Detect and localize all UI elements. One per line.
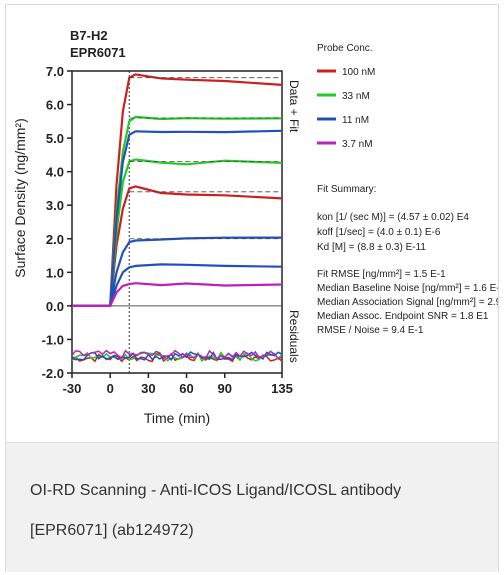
series-line <box>72 73 283 307</box>
y-tick-label: 4.0 <box>46 165 64 180</box>
stat-baseline-noise: Median Baseline Noise [ng/mm²] = 1.6 E-1 <box>317 283 498 294</box>
figure-card: B7-H2 EPR6071 Surface Density (ng/mm²) T… <box>5 4 499 572</box>
y-tick-label: 2.0 <box>46 232 64 247</box>
stat-fit-rmse: Fit RMSE [ng/mm²] = 1.5 E-1 <box>317 269 446 280</box>
y-tick-label: 0.0 <box>46 299 64 314</box>
plot-frame <box>71 70 283 374</box>
legend-entry: 33 nM <box>342 91 370 102</box>
series-line <box>72 263 283 307</box>
plot-area <box>71 70 283 374</box>
y-tick-label: 5.0 <box>46 131 64 146</box>
axis-ticks: 7.0 6.0 5.0 4.0 3.0 2.0 1.0 0.0 -1.0 -2.0-30 0 30 60… <box>42 64 293 396</box>
caption-line-1: OI-RD Scanning - Anti-ICOS Ligand/ICOSL … <box>30 482 402 499</box>
series-line <box>72 282 283 307</box>
caption-area: OI-RD Scanning - Anti-ICOS Ligand/ICOSL … <box>6 442 498 572</box>
residuals-side-label: Residuals <box>287 310 301 363</box>
stat-assoc-signal: Median Association Signal [ng/mm²] = 2.9… <box>317 297 498 308</box>
series-line <box>72 236 283 307</box>
stat-endpoint-snr: Median Assoc. Endpoint SNR = 1.8 E1 <box>317 311 489 322</box>
y-tick-label: 1.0 <box>46 265 64 280</box>
y-tick-label: 7.0 <box>46 64 64 79</box>
chart-figure: B7-H2 EPR6071 Surface Density (ng/mm²) T… <box>6 5 498 442</box>
fit-line-kon: kon [1/ (sec M)] = (4.57 ± 0.02) E4 <box>317 212 469 223</box>
y-tick-label: 3.0 <box>46 198 64 213</box>
chart-subtitle: EPR6071 <box>70 45 126 60</box>
y-tick-label: -2.0 <box>42 366 64 381</box>
legend-entry: 11 nM <box>342 115 369 126</box>
chart-title: B7-H2 <box>70 28 108 43</box>
legend-entry: 3.7 nM <box>342 139 373 150</box>
x-tick-label: -30 <box>63 381 82 396</box>
stat-rmse-noise: RMSE / Noise = 9.4 E-1 <box>317 325 424 336</box>
fit-line-koff: koff [1/sec] = (4.0 ± 0.1) E-6 <box>317 227 441 238</box>
y-tick-label: 6.0 <box>46 98 64 113</box>
series-line <box>72 185 283 307</box>
data-fit-side-label: Data + Fit <box>287 80 301 133</box>
y-axis-label: Surface Density (ng/mm²) <box>12 118 28 277</box>
caption-line-2: [EPR6071] (ab124972) <box>30 522 194 539</box>
series-line <box>72 129 283 307</box>
y-tick-label: -1.0 <box>42 332 64 347</box>
fit-line-kd: Kd [M] = (8.8 ± 0.3) E-11 <box>317 242 426 253</box>
x-axis-label: Time (min) <box>144 410 210 426</box>
x-tick-label: 0 <box>107 381 114 396</box>
series-line <box>72 115 283 307</box>
residual-trace <box>71 349 283 360</box>
x-tick-label: 90 <box>217 381 231 396</box>
x-tick-label: 60 <box>179 381 193 396</box>
legend-title: Probe Conc. <box>317 43 373 54</box>
residual-trace <box>71 350 283 361</box>
figure-caption: OI-RD Scanning - Anti-ICOS Ligand/ICOSL … <box>30 471 480 551</box>
fit-summary: Fit Summary: kon [1/ (sec M)] = (4.57 ± … <box>317 184 498 336</box>
legend-entry: 100 nM <box>342 67 375 78</box>
chart-svg: B7-H2 EPR6071 Surface Density (ng/mm²) T… <box>12 28 498 426</box>
x-tick-label: 30 <box>141 381 155 396</box>
x-tick-label: 135 <box>271 381 293 396</box>
fit-summary-title: Fit Summary: <box>317 184 376 195</box>
legend: Probe Conc. 100 nM 33 nM 11 nM 3.7 nM <box>317 43 375 150</box>
